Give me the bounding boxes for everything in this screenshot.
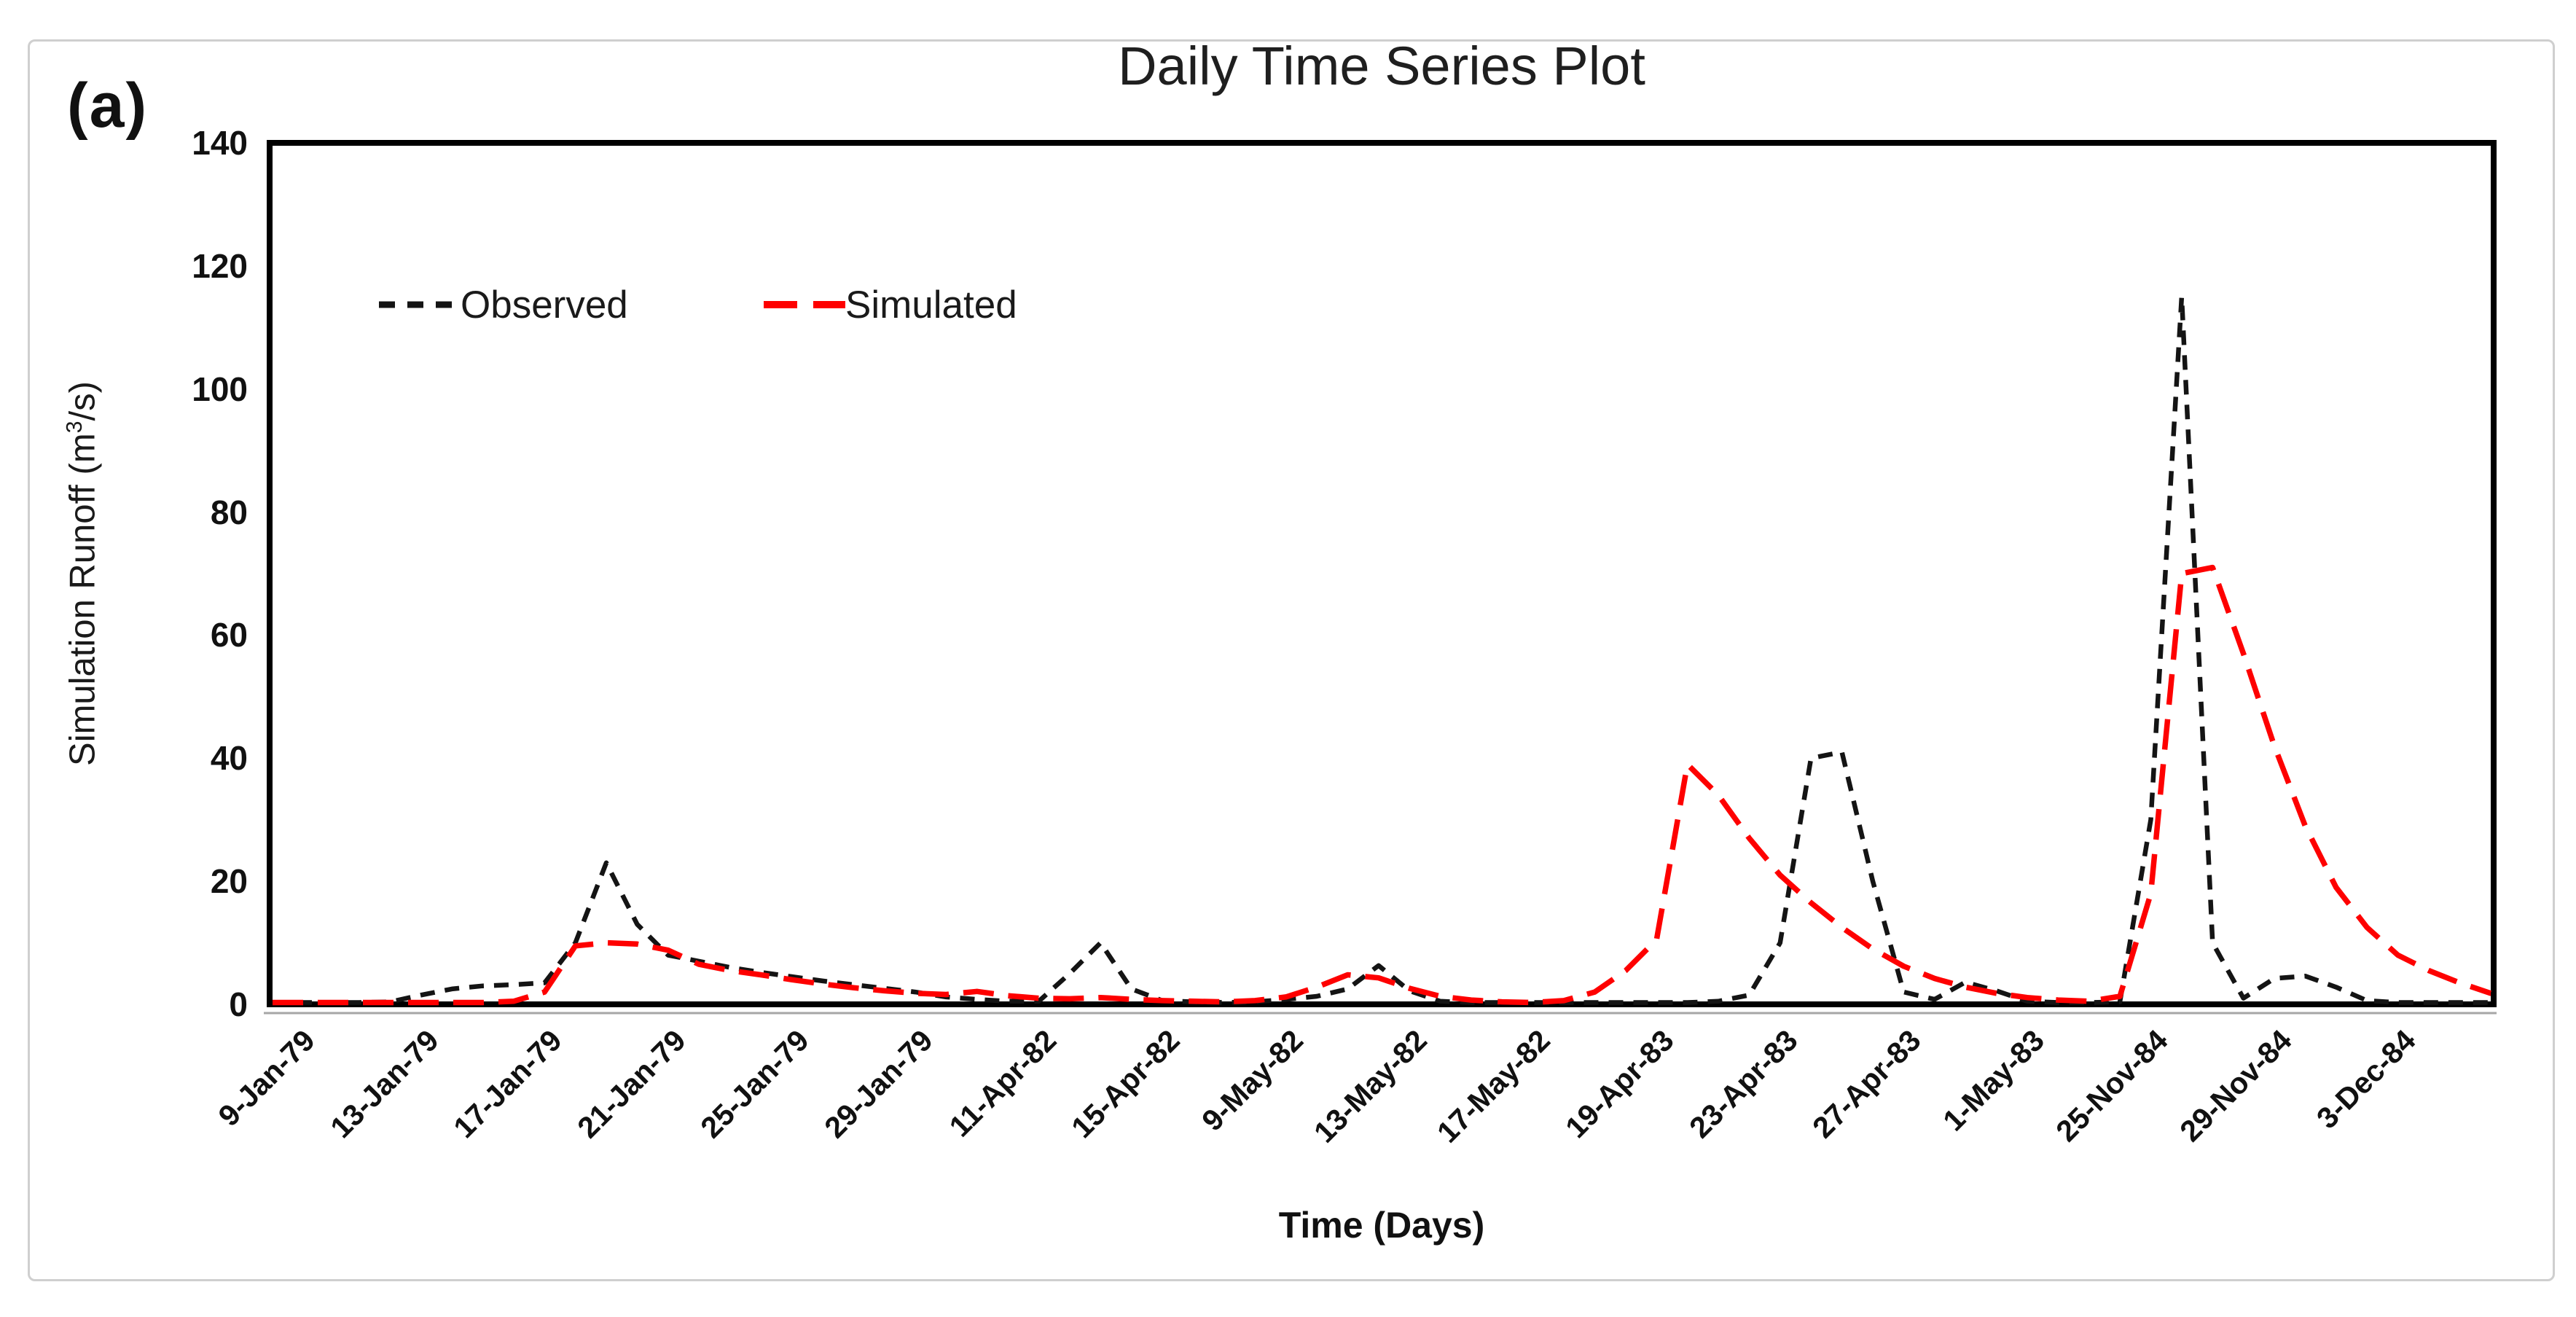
figure-border: [28, 39, 2555, 1281]
observed-dash-swatch: [379, 301, 461, 308]
simulated-series-line: [273, 564, 2494, 1006]
y-tick-label: 0: [229, 985, 248, 1023]
y-tick-label: 20: [210, 862, 248, 901]
y-tick-label: 100: [192, 370, 248, 408]
simulated-dash-swatch: [764, 301, 845, 308]
observed-series-line: [273, 294, 2494, 1005]
y-axis-title-superscript: 3: [62, 421, 87, 434]
y-tick-label: 80: [210, 493, 248, 531]
y-tick-label: 120: [192, 246, 248, 285]
plot-border: [267, 140, 2497, 1007]
legend-label-observed: Observed: [461, 283, 628, 327]
y-tick-label: 140: [192, 124, 248, 162]
chart-title: Daily Time Series Plot: [1118, 36, 1645, 96]
legend-item-observed: Observed: [379, 279, 628, 330]
y-axis-title: Simulation Runoff (m3/s): [62, 381, 103, 766]
y-tick-label: 60: [210, 616, 248, 654]
x-axis-title: Time (Days): [1278, 1205, 1485, 1246]
legend-label-simulated: Simulated: [845, 283, 1017, 327]
figure-panel-label: (a): [67, 71, 149, 141]
y-tick-label: 40: [210, 739, 248, 778]
legend-item-simulated: Simulated: [764, 279, 1017, 330]
